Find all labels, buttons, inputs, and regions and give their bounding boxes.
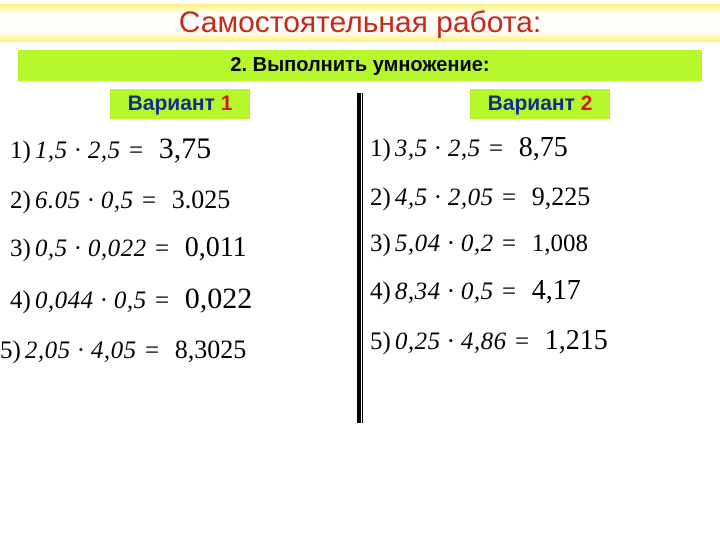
row-index: 3) xyxy=(10,232,31,266)
expression-row: 1) 1,5 · 2,5 = 3,75 xyxy=(10,129,350,170)
title-bar-wrap: Самостоятельная работа: xyxy=(0,0,720,44)
column-divider xyxy=(357,93,363,423)
row-index: 1) xyxy=(10,134,31,168)
row-expression: 1,5 · 2,5 = xyxy=(35,134,145,168)
variant-word: Вариант xyxy=(128,92,215,115)
row-index: 2) xyxy=(370,181,391,215)
variant-2-rows: 1) 3,5 · 2,5 = 8,75 2) 4,5 · 2,05 = 9,22… xyxy=(370,129,710,360)
row-answer: 3.025 xyxy=(172,182,231,217)
row-expression: 8,34 · 0,5 = xyxy=(395,275,518,309)
variant-1-label: Вариант 1 xyxy=(110,89,250,119)
row-expression: 0,044 · 0,5 = xyxy=(35,284,171,318)
row-index: 2) xyxy=(10,184,31,218)
variant-2-column: Вариант 2 1) 3,5 · 2,5 = 8,75 2) 4,5 · 2… xyxy=(360,89,720,367)
expression-row: 4) 0,044 · 0,5 = 0,022 xyxy=(10,279,350,320)
variant-number: 2 xyxy=(581,92,593,115)
row-answer: 1,008 xyxy=(532,227,588,261)
task-subtitle: 2. Выполнить умножение: xyxy=(18,50,702,81)
row-answer: 9,225 xyxy=(532,179,591,214)
row-index: 3) xyxy=(370,227,391,261)
row-expression: 3,5 · 2,5 = xyxy=(395,132,505,166)
variant-2-label: Вариант 2 xyxy=(470,89,610,119)
expression-row: 5) 2,05 · 4,05 = 8,3025 xyxy=(10,332,350,368)
row-answer: 0,011 xyxy=(185,229,247,267)
row-answer: 0,022 xyxy=(185,279,253,320)
expression-row: 2) 6.05 · 0,5 = 3.025 xyxy=(10,182,350,218)
expression-row: 2) 4,5 · 2,05 = 9,225 xyxy=(370,179,710,215)
variant-number: 1 xyxy=(221,92,233,115)
row-index: 4) xyxy=(10,284,31,318)
expression-row: 4) 8,34 · 0,5 = 4,17 xyxy=(370,272,710,310)
expression-row: 3) 0,5 · 0,022 = 0,011 xyxy=(10,229,350,267)
row-answer: 3,75 xyxy=(159,129,212,170)
row-expression: 4,5 · 2,05 = xyxy=(395,181,518,215)
page-title: Самостоятельная работа: xyxy=(0,4,720,42)
row-expression: 6.05 · 0,5 = xyxy=(35,184,158,218)
row-expression: 2,05 · 4,05 = xyxy=(25,334,161,368)
row-answer: 8,3025 xyxy=(175,332,247,367)
variant-word: Вариант xyxy=(488,92,575,115)
variant-1-rows: 1) 1,5 · 2,5 = 3,75 2) 6.05 · 0,5 = 3.02… xyxy=(10,129,350,367)
row-expression: 5,04 · 0,2 = xyxy=(395,227,518,261)
expression-row: 3) 5,04 · 0,2 = 1,008 xyxy=(370,227,710,261)
row-expression: 0,25 · 4,86 = xyxy=(395,325,531,359)
variants-container: Вариант 1 1) 1,5 · 2,5 = 3,75 2) 6.05 · … xyxy=(0,89,720,367)
expression-row: 1) 3,5 · 2,5 = 8,75 xyxy=(370,129,710,167)
row-index: 4) xyxy=(370,275,391,309)
row-index: 5) xyxy=(370,325,391,359)
row-index: 1) xyxy=(370,132,391,166)
expression-row: 5) 0,25 · 4,86 = 1,215 xyxy=(370,322,710,360)
row-answer: 4,17 xyxy=(532,272,581,310)
row-expression: 0,5 · 0,022 = xyxy=(35,232,171,266)
variant-1-column: Вариант 1 1) 1,5 · 2,5 = 3,75 2) 6.05 · … xyxy=(0,89,360,367)
row-index: 5) xyxy=(0,334,21,368)
row-answer: 8,75 xyxy=(519,129,568,167)
row-answer: 1,215 xyxy=(545,322,608,360)
